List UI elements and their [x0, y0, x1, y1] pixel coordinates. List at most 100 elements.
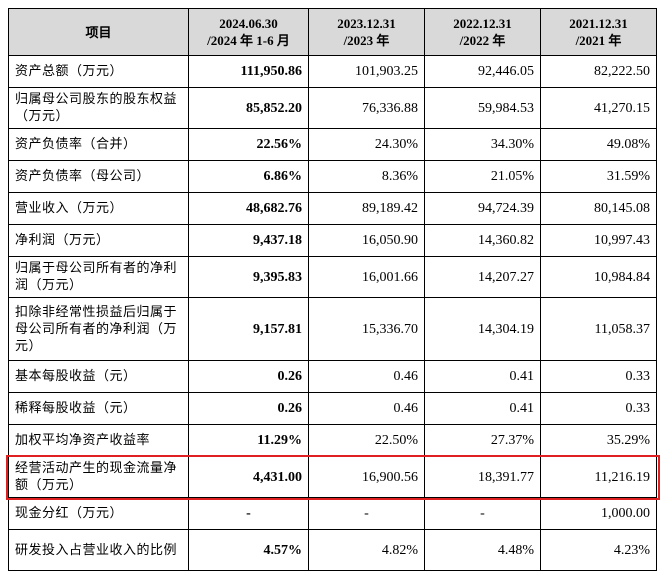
table-row: 归属母公司股东的股东权益（万元） 85,852.20 76,336.88 59,…	[8, 87, 657, 129]
cell-2022: 18,391.77	[424, 456, 541, 498]
table-row: 加权平均净资产收益率 11.29% 22.50% 27.37% 35.29%	[8, 424, 657, 457]
cell-2023: 16,900.56	[308, 456, 425, 498]
row-label: 经营活动产生的现金流量净额（万元）	[8, 456, 189, 498]
row-label: 基本每股收益（元）	[8, 360, 189, 393]
table-header: 项目 2024.06.30/2024 年 1-6 月 2023.12.31/20…	[8, 8, 657, 56]
cell-2022: 0.41	[424, 392, 541, 425]
header-2022-date: 2022.12.31	[453, 16, 512, 31]
cell-2024: 9,437.18	[188, 224, 309, 257]
row-label: 归属母公司股东的股东权益（万元）	[8, 87, 189, 129]
row-label: 稀释每股收益（元）	[8, 392, 189, 425]
cell-2022: 27.37%	[424, 424, 541, 457]
cell-2024: 4,431.00	[188, 456, 309, 498]
cell-2021: 0.33	[540, 360, 657, 393]
header-2022: 2022.12.31/2022 年	[424, 8, 541, 56]
cell-2022: 0.41	[424, 360, 541, 393]
cell-2023: -	[308, 497, 425, 530]
cell-2021: 1,000.00	[540, 497, 657, 530]
cell-2024: 22.56%	[188, 128, 309, 161]
cell-2021: 0.33	[540, 392, 657, 425]
table-body: 资产总额（万元） 111,950.86 101,903.25 92,446.05…	[8, 55, 657, 571]
table-row: 现金分红（万元） - - - 1,000.00	[8, 497, 657, 530]
row-label: 扣除非经常性损益后归属于母公司所有者的净利润（万元）	[8, 297, 189, 361]
header-2023-date: 2023.12.31	[337, 16, 396, 31]
cell-2021: 11,216.19	[540, 456, 657, 498]
header-2021-period: /2021 年	[575, 33, 622, 48]
table-row: 资产总额（万元） 111,950.86 101,903.25 92,446.05…	[8, 55, 657, 88]
table-row: 资产负债率（合并） 22.56% 24.30% 34.30% 49.08%	[8, 128, 657, 161]
cell-2022: 14,360.82	[424, 224, 541, 257]
row-label: 资产负债率（母公司）	[8, 160, 189, 193]
cell-2023: 76,336.88	[308, 87, 425, 129]
cell-2024: 9,395.83	[188, 256, 309, 298]
table-row-highlighted: 经营活动产生的现金流量净额（万元） 4,431.00 16,900.56 18,…	[8, 456, 657, 498]
header-2022-period: /2022 年	[459, 33, 506, 48]
cell-2022: 34.30%	[424, 128, 541, 161]
cell-2023: 0.46	[308, 392, 425, 425]
cell-2021: 80,145.08	[540, 192, 657, 225]
cell-2023: 89,189.42	[308, 192, 425, 225]
cell-2024: 0.26	[188, 360, 309, 393]
cell-2023: 8.36%	[308, 160, 425, 193]
table-row: 营业收入（万元） 48,682.76 89,189.42 94,724.39 8…	[8, 192, 657, 225]
cell-2022: 92,446.05	[424, 55, 541, 88]
cell-2021: 35.29%	[540, 424, 657, 457]
row-label: 营业收入（万元）	[8, 192, 189, 225]
cell-2023: 22.50%	[308, 424, 425, 457]
header-2023: 2023.12.31/2023 年	[308, 8, 425, 56]
row-label: 净利润（万元）	[8, 224, 189, 257]
header-2021: 2021.12.31/2021 年	[540, 8, 657, 56]
cell-2022: 59,984.53	[424, 87, 541, 129]
header-2024: 2024.06.30/2024 年 1-6 月	[188, 8, 309, 56]
cell-2024: -	[188, 497, 309, 530]
cell-2022: -	[424, 497, 541, 530]
row-label: 现金分红（万元）	[8, 497, 189, 530]
cell-2023: 101,903.25	[308, 55, 425, 88]
table-row: 归属于母公司所有者的净利润（万元） 9,395.83 16,001.66 14,…	[8, 256, 657, 298]
cell-2024: 11.29%	[188, 424, 309, 457]
table-row: 稀释每股收益（元） 0.26 0.46 0.41 0.33	[8, 392, 657, 425]
cell-2024: 9,157.81	[188, 297, 309, 361]
row-label: 加权平均净资产收益率	[8, 424, 189, 457]
row-label: 归属于母公司所有者的净利润（万元）	[8, 256, 189, 298]
table-row: 资产负债率（母公司） 6.86% 8.36% 21.05% 31.59%	[8, 160, 657, 193]
cell-2023: 24.30%	[308, 128, 425, 161]
cell-2024: 48,682.76	[188, 192, 309, 225]
header-row: 项目 2024.06.30/2024 年 1-6 月 2023.12.31/20…	[8, 8, 657, 56]
cell-2022: 21.05%	[424, 160, 541, 193]
cell-2023: 16,050.90	[308, 224, 425, 257]
cell-2022: 14,207.27	[424, 256, 541, 298]
cell-2022: 4.48%	[424, 529, 541, 571]
table-row: 基本每股收益（元） 0.26 0.46 0.41 0.33	[8, 360, 657, 393]
table-row: 扣除非经常性损益后归属于母公司所有者的净利润（万元） 9,157.81 15,3…	[8, 297, 657, 361]
cell-2021: 41,270.15	[540, 87, 657, 129]
cell-2021: 49.08%	[540, 128, 657, 161]
cell-2024: 6.86%	[188, 160, 309, 193]
cell-2024: 85,852.20	[188, 87, 309, 129]
header-item-label: 项目	[85, 24, 112, 40]
cell-2023: 0.46	[308, 360, 425, 393]
cell-2021: 10,997.43	[540, 224, 657, 257]
header-2021-date: 2021.12.31	[569, 16, 628, 31]
row-label: 资产负债率（合并）	[8, 128, 189, 161]
table-row: 研发投入占营业收入的比例 4.57% 4.82% 4.48% 4.23%	[8, 529, 657, 571]
cell-2024: 4.57%	[188, 529, 309, 571]
cell-2021: 4.23%	[540, 529, 657, 571]
cell-2023: 16,001.66	[308, 256, 425, 298]
cell-2022: 14,304.19	[424, 297, 541, 361]
cell-2023: 4.82%	[308, 529, 425, 571]
table-row: 净利润（万元） 9,437.18 16,050.90 14,360.82 10,…	[8, 224, 657, 257]
header-2024-date: 2024.06.30	[219, 16, 278, 31]
cell-2022: 94,724.39	[424, 192, 541, 225]
cell-2021: 10,984.84	[540, 256, 657, 298]
row-label: 资产总额（万元）	[8, 55, 189, 88]
cell-2024: 111,950.86	[188, 55, 309, 88]
header-2023-period: /2023 年	[343, 33, 390, 48]
cell-2024: 0.26	[188, 392, 309, 425]
cell-2021: 11,058.37	[540, 297, 657, 361]
header-2024-period: /2024 年 1-6 月	[207, 33, 290, 48]
cell-2023: 15,336.70	[308, 297, 425, 361]
financial-summary-table: 项目 2024.06.30/2024 年 1-6 月 2023.12.31/20…	[8, 8, 657, 571]
cell-2021: 31.59%	[540, 160, 657, 193]
row-label: 研发投入占营业收入的比例	[8, 529, 189, 571]
